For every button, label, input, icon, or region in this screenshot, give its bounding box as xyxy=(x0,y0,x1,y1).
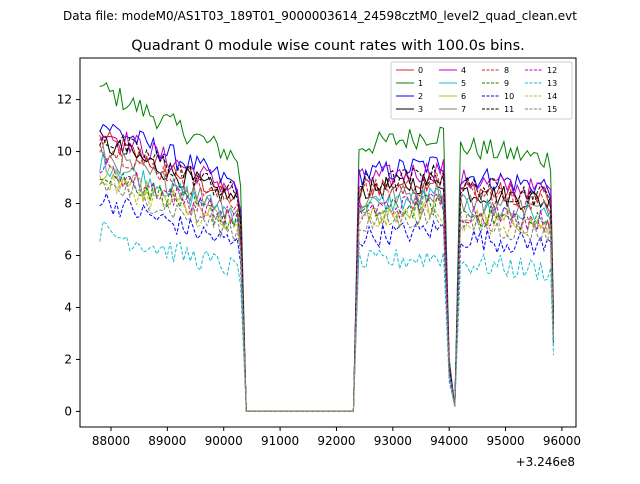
series-line-1 xyxy=(99,82,554,412)
legend-label-7: 7 xyxy=(461,105,466,114)
legend-label-12: 12 xyxy=(547,66,557,75)
legend-label-2: 2 xyxy=(418,92,423,101)
y-tick-label: 10 xyxy=(57,145,72,159)
series-line-3 xyxy=(99,130,554,412)
y-tick-label: 0 xyxy=(64,404,72,418)
legend-label-10: 10 xyxy=(504,92,514,101)
plot-area xyxy=(99,82,554,412)
legend-label-5: 5 xyxy=(461,79,466,88)
series-line-5 xyxy=(99,151,554,412)
legend-label-8: 8 xyxy=(504,66,509,75)
y-tick-label: 2 xyxy=(64,352,72,366)
x-offset-label: +3.246e8 xyxy=(516,455,575,469)
y-tick-label: 6 xyxy=(64,248,72,262)
series-line-8 xyxy=(99,144,554,412)
legend-label-0: 0 xyxy=(418,66,423,75)
legend-label-9: 9 xyxy=(504,79,509,88)
legend-label-11: 11 xyxy=(504,105,514,114)
series-line-14 xyxy=(99,173,554,412)
series-line-0 xyxy=(99,130,554,412)
x-tick-label: 92000 xyxy=(317,434,355,448)
x-tick-label: 89000 xyxy=(148,434,186,448)
series-line-11 xyxy=(99,134,554,412)
legend-label-15: 15 xyxy=(547,105,557,114)
plot-frame xyxy=(79,57,577,428)
x-tick-label: 90000 xyxy=(205,434,243,448)
series-line-10 xyxy=(99,192,554,412)
y-tick-label: 8 xyxy=(64,197,72,211)
legend-box xyxy=(390,61,573,120)
chart-title: Quadrant 0 module wise count rates with … xyxy=(131,38,525,54)
x-tick-label: 95000 xyxy=(486,434,524,448)
axes: 88000 89000 90000 91000 92000 93000 94000 95000… xyxy=(57,93,581,448)
x-tick-label: 96000 xyxy=(543,434,581,448)
legend-label-4: 4 xyxy=(461,66,466,75)
chart-suptitle: Data file: modeM0/AS1T03_189T01_90000036… xyxy=(63,9,577,23)
legend-label-14: 14 xyxy=(547,92,557,101)
x-tick-label: 91000 xyxy=(261,434,299,448)
y-tick-label: 4 xyxy=(64,300,72,314)
legend-label-13: 13 xyxy=(547,79,557,88)
legend-label-3: 3 xyxy=(418,105,423,114)
legend-label-6: 6 xyxy=(461,92,466,101)
legend-label-1: 1 xyxy=(418,79,423,88)
series-line-4 xyxy=(99,131,554,412)
series-line-12 xyxy=(99,158,554,412)
x-tick-label: 93000 xyxy=(374,434,412,448)
series-line-15 xyxy=(99,180,554,412)
y-tick-label: 12 xyxy=(57,93,72,107)
x-tick-label: 88000 xyxy=(92,434,130,448)
x-tick-label: 94000 xyxy=(430,434,468,448)
series-line-13 xyxy=(99,220,554,412)
